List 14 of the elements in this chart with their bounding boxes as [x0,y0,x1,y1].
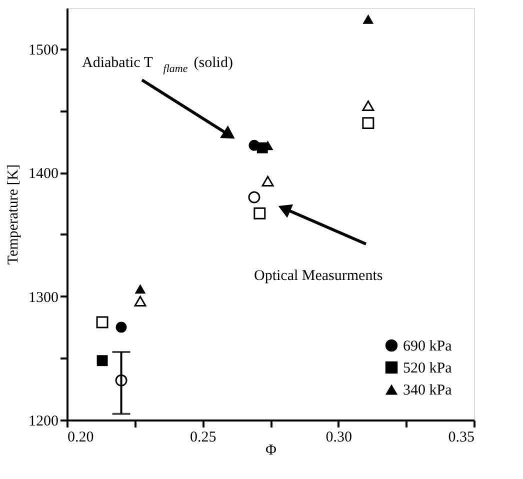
x-axis-title: Φ [266,442,277,458]
legend-label: 340 kPa [403,382,452,398]
y-tick-label: 1400 [28,166,58,182]
x-tick-label: 0.20 [68,430,94,446]
y-tick-label: 1300 [28,290,58,306]
x-tick-label: 0.35 [448,430,474,446]
y-tick-label: 1500 [28,42,58,58]
legend-label: 690 kPa [403,338,452,354]
y-tick-label: 1200 [28,414,58,430]
y-axis-title: Temperature [K] [6,164,22,265]
x-tick-label: 0.30 [326,430,352,446]
annotation: Optical Measurments [254,268,383,284]
x-tick-label: 0.25 [190,430,216,446]
legend-label: 520 kPa [403,360,452,376]
